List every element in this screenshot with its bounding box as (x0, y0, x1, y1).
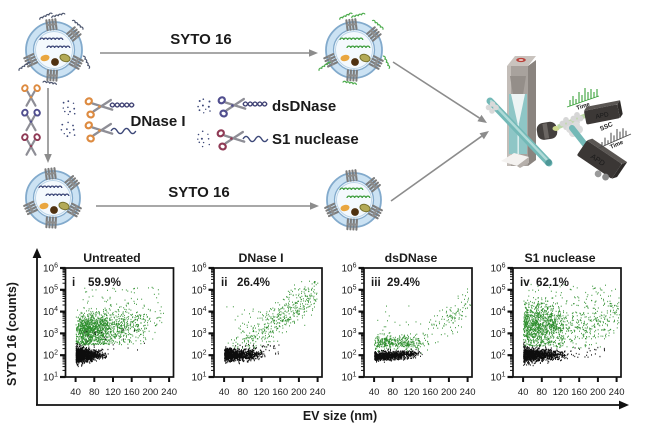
svg-text:160: 160 (124, 387, 140, 398)
svg-text:S1 nuclease: S1 nuclease (524, 251, 595, 265)
svg-text:240: 240 (460, 387, 476, 398)
svg-text:Untreated: Untreated (83, 251, 140, 265)
svg-text:SYTO 16 (counts): SYTO 16 (counts) (5, 282, 19, 386)
svg-text:EV size (nm): EV size (nm) (303, 409, 377, 423)
svg-text:iv: iv (520, 276, 530, 289)
svg-text:120: 120 (105, 387, 121, 398)
svg-text:SYTO 16: SYTO 16 (170, 31, 231, 48)
svg-text:80: 80 (388, 387, 399, 398)
svg-text:SYTO 16: SYTO 16 (168, 184, 229, 201)
svg-text:120: 120 (553, 387, 569, 398)
svg-text:dsDNase: dsDNase (272, 98, 336, 115)
svg-text:200: 200 (441, 387, 457, 398)
svg-text:29.4%: 29.4% (387, 276, 420, 289)
svg-text:160: 160 (571, 387, 587, 398)
svg-text:iii: iii (371, 276, 381, 289)
svg-text:120: 120 (254, 387, 270, 398)
svg-text:dsDNase: dsDNase (385, 251, 438, 265)
svg-text:80: 80 (537, 387, 548, 398)
svg-text:62.1%: 62.1% (536, 276, 569, 289)
svg-text:200: 200 (590, 387, 606, 398)
svg-text:40: 40 (369, 387, 380, 398)
svg-text:59.9%: 59.9% (88, 276, 121, 289)
svg-text:80: 80 (238, 387, 249, 398)
svg-text:200: 200 (291, 387, 307, 398)
svg-text:40: 40 (219, 387, 230, 398)
svg-text:160: 160 (272, 387, 288, 398)
svg-text:240: 240 (310, 387, 326, 398)
svg-text:i: i (72, 276, 75, 289)
svg-text:SSC: SSC (599, 121, 614, 133)
svg-text:26.4%: 26.4% (237, 276, 270, 289)
svg-text:S1 nuclease: S1 nuclease (272, 131, 359, 148)
svg-text:DNase I: DNase I (130, 113, 185, 130)
svg-text:ii: ii (221, 276, 227, 289)
svg-text:DNase I: DNase I (238, 251, 283, 265)
svg-text:40: 40 (70, 387, 81, 398)
svg-text:160: 160 (422, 387, 438, 398)
svg-text:240: 240 (161, 387, 177, 398)
svg-text:Time: Time (576, 102, 592, 112)
svg-text:120: 120 (404, 387, 420, 398)
svg-text:80: 80 (89, 387, 100, 398)
svg-text:Time: Time (609, 139, 625, 150)
svg-text:APD: APD (595, 111, 610, 120)
svg-text:240: 240 (609, 387, 625, 398)
svg-text:200: 200 (142, 387, 158, 398)
svg-text:40: 40 (518, 387, 529, 398)
